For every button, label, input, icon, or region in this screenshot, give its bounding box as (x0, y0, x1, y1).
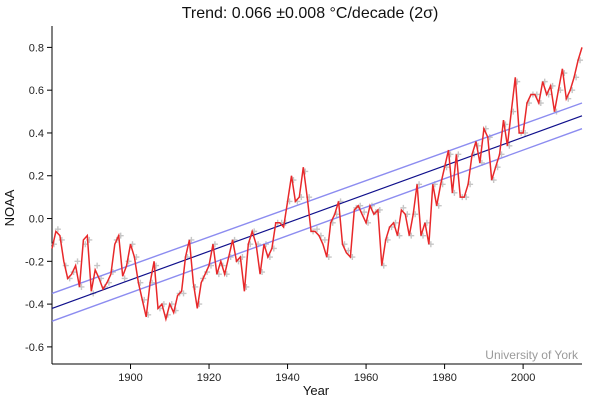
x-tick-label: 1900 (118, 372, 142, 384)
data-point (74, 258, 81, 265)
trend-lower-bound (51, 128, 583, 322)
y-tick-label: -0.2 (25, 256, 44, 268)
y-tick-label: 0.0 (29, 214, 44, 226)
x-tick-label: 2000 (511, 372, 535, 384)
watermark: University of York (485, 348, 579, 362)
y-tick-label: 0.8 (29, 42, 44, 54)
data-point (121, 275, 128, 282)
data-point (400, 204, 407, 211)
x-tick-label: 1960 (354, 372, 378, 384)
data-point (314, 226, 320, 233)
data-point (54, 226, 61, 233)
data-point (94, 262, 101, 269)
data-point (321, 236, 328, 243)
plot-area: -0.6 -0.4 -0.2 0.0 0.2 0.4 0.6 0.8 1900 1920 1940 1… (25, 26, 584, 384)
data-point (180, 290, 187, 297)
data-point (474, 142, 481, 149)
y-tick-label: 0.2 (29, 171, 44, 183)
x-tick-label: 1920 (197, 372, 221, 384)
y-axis-title: NOAA (2, 189, 17, 226)
trend-line (51, 115, 583, 309)
y-tick-label: -0.6 (25, 342, 44, 354)
trend-upper-bound (51, 102, 583, 295)
x-tick-label: 1940 (275, 372, 299, 384)
y-tick-label: 0.6 (29, 85, 44, 97)
data-point (125, 258, 132, 265)
running-mean-line (51, 47, 583, 323)
x-axis-title: Year (303, 383, 330, 398)
y-tick-label: -0.4 (25, 299, 44, 311)
chart-title: Trend: 0.066 ±0.008 °C/decade (2σ) (182, 5, 439, 22)
x-tick-label: 1980 (432, 372, 456, 384)
data-point (361, 209, 368, 216)
y-tick-label: 0.4 (29, 128, 44, 140)
